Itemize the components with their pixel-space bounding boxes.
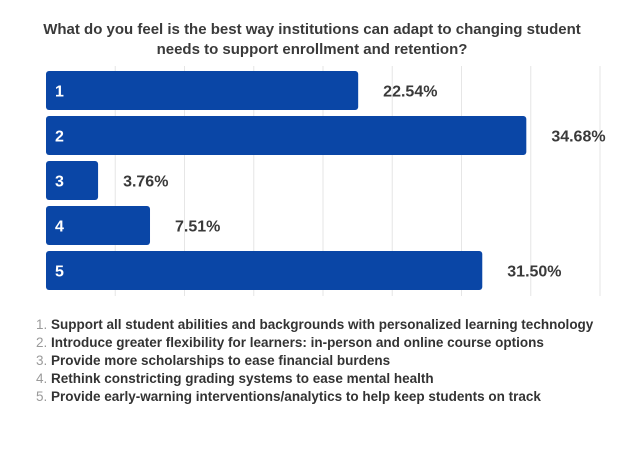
legend-text: Provide more scholarships to ease financ… (51, 353, 391, 368)
legend-text: Support all student abilities and backgr… (51, 317, 594, 332)
bar-5 (46, 251, 483, 290)
legend-number: 4. (36, 371, 48, 386)
bar-3 (46, 161, 99, 200)
legend-item-4: 4. Rethink constricting grading systems … (36, 370, 606, 388)
category-label: 4 (55, 219, 64, 236)
bar-chart: 1 22.54% 2 34.68% 3 3.76% 4 7.51% 5 31.50% (46, 66, 606, 296)
legend-number: 2. (36, 335, 48, 350)
data-label: 7.51% (175, 219, 220, 236)
category-label: 1 (55, 84, 64, 101)
legend-item-3: 3. Provide more scholarships to ease fin… (36, 352, 606, 370)
legend-number: 5. (36, 389, 48, 404)
legend-text: Introduce greater flexibility for learne… (51, 335, 544, 350)
legend-number: 3. (36, 353, 48, 368)
data-label: 31.50% (507, 264, 561, 281)
legend-text: Provide early-warning interventions/anal… (51, 389, 541, 404)
legend-item-2: 2. Introduce greater flexibility for lea… (36, 334, 606, 352)
legend: 1. Support all student abilities and bac… (36, 316, 606, 406)
legend-item-5: 5. Provide early-warning interventions/a… (36, 388, 606, 406)
chart-title: What do you feel is the best way institu… (43, 21, 581, 58)
legend-item-1: 1. Support all student abilities and bac… (36, 316, 606, 334)
category-label: 3 (55, 174, 64, 191)
legend-text: Rethink constricting grading systems to … (51, 371, 434, 386)
data-label: 3.76% (123, 174, 168, 191)
bar-1 (46, 71, 359, 110)
data-label: 22.54% (383, 84, 437, 101)
data-label: 34.68% (551, 129, 605, 146)
category-label: 2 (55, 129, 64, 146)
legend-number: 1. (36, 317, 48, 332)
bar-4 (46, 206, 151, 245)
category-label: 5 (55, 264, 64, 281)
bar-2 (46, 116, 527, 155)
